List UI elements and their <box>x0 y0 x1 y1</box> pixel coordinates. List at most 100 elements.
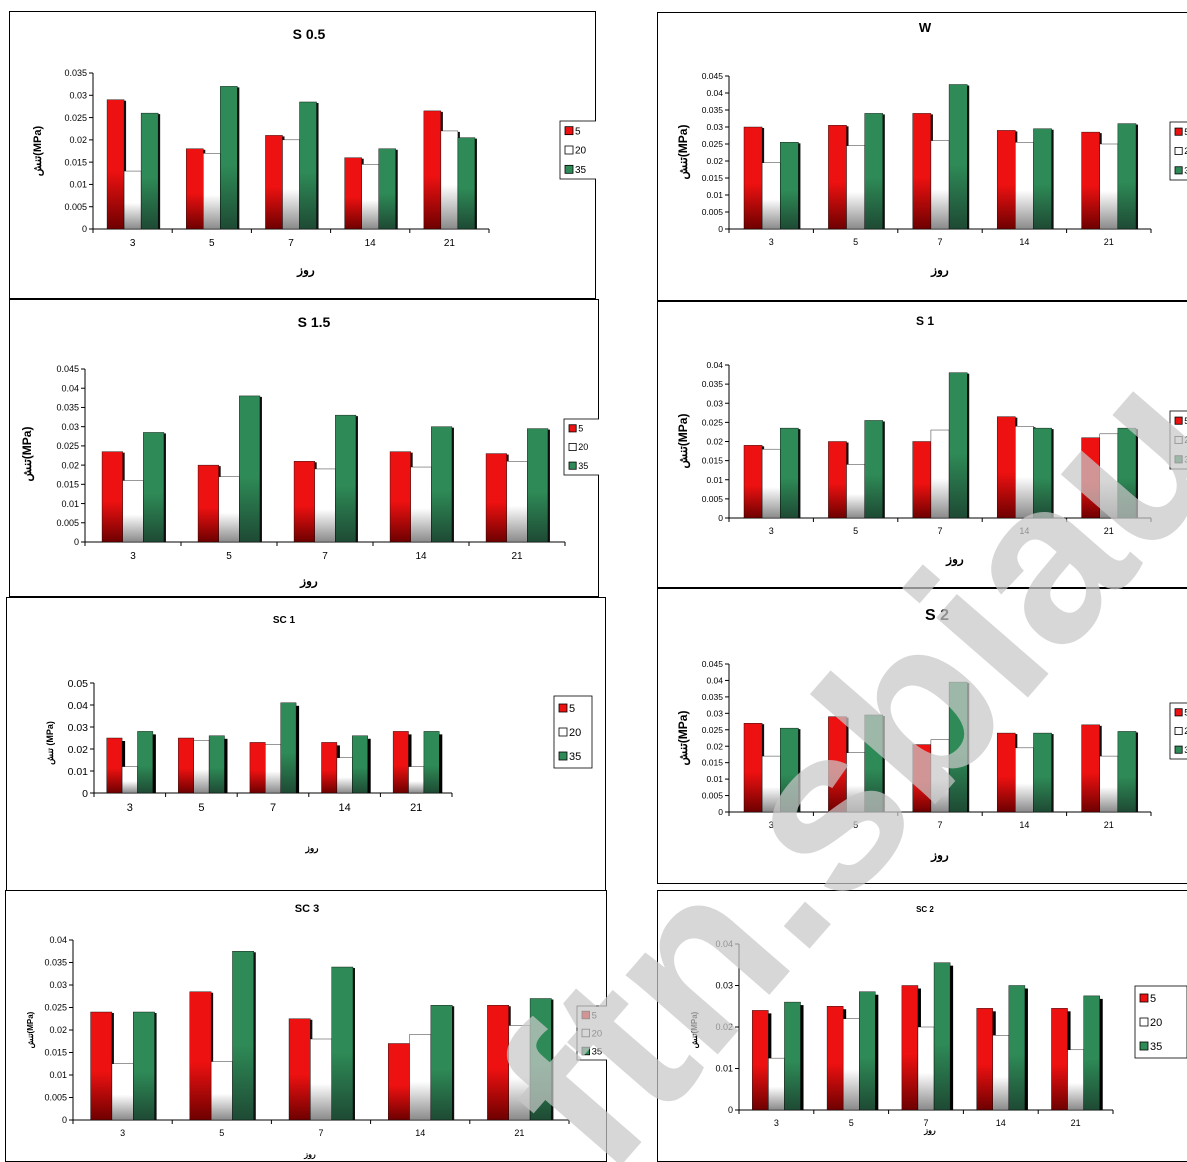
chart-svg-s1.5: S 1.5 0 0.005 0.01 0.015 0.02 0.025 0.03 0.035 0.… <box>9 299 599 597</box>
legend-swatch-5 <box>1174 708 1183 717</box>
x-tick-label: 21 <box>444 238 456 249</box>
y-tick-label: 0.02 <box>49 1025 67 1035</box>
x-axis-label: روز <box>930 263 949 278</box>
chart-title: S 1.5 <box>298 314 331 330</box>
y-tick-label: 0.025 <box>56 441 79 451</box>
bar-w-series-5-day-14 <box>996 130 1016 230</box>
bar-s1-series-20-day-5 <box>846 464 865 519</box>
chart-panel-sc1: SC 1 0 0.01 0.02 0.03 0.04 0.05 3 5 7 14 21 تنش (MPa… <box>6 597 606 892</box>
x-tick-label: 3 <box>130 238 136 249</box>
legend-label-5: 5 <box>592 1010 597 1021</box>
y-tick-label: 0.035 <box>56 403 79 413</box>
x-tick-label: 5 <box>853 526 858 536</box>
y-tick-label: 0.01 <box>68 766 89 778</box>
y-axis-label: تنش(MPa) <box>676 125 691 180</box>
x-tick-label: 21 <box>1104 820 1114 830</box>
y-tick-label: 0.005 <box>702 207 724 217</box>
x-tick-label: 21 <box>1071 1118 1081 1128</box>
y-tick-label: 0.05 <box>68 678 89 690</box>
legend-label-35: 35 <box>578 461 588 471</box>
x-tick-label: 3 <box>120 1128 125 1138</box>
bar-sc3-series-35-day-7 <box>331 966 354 1121</box>
bar-s1.5-series-5-day-3 <box>101 451 123 543</box>
chart-title: S 0.5 <box>293 26 326 42</box>
legend-label-5: 5 <box>575 126 581 137</box>
x-tick-label: 5 <box>853 237 858 247</box>
y-tick-label: 0.01 <box>706 475 723 485</box>
bar-s1-series-20-day-3 <box>761 448 781 519</box>
bar-sc3-series-5-day-7 <box>288 1018 311 1121</box>
bar-s1-series-20-day-14 <box>1015 425 1034 519</box>
y-tick-label: 0.04 <box>68 700 89 712</box>
legend-label-35: 35 <box>575 165 587 176</box>
y-tick-label: 0 <box>82 788 88 800</box>
legend-label-5: 5 <box>1184 127 1187 137</box>
bar-s1.5-series-5-day-5 <box>197 464 219 543</box>
legend-swatch-5 <box>1174 127 1183 136</box>
x-tick-label: 3 <box>774 1118 779 1128</box>
bar-s2-series-35-day-7 <box>948 681 968 813</box>
bar-sc1-series-20-day-3 <box>121 766 138 794</box>
y-tick-label: 0.015 <box>64 157 87 167</box>
y-tick-label: 0.04 <box>61 383 79 393</box>
y-tick-label: 0 <box>718 513 723 523</box>
bar-s0.5-series-20-day-7 <box>282 139 300 230</box>
y-tick-label: 0.02 <box>706 741 723 751</box>
bar-sc2-series-5-day-5 <box>826 1006 844 1111</box>
legend-swatch-35 <box>581 1046 590 1056</box>
bar-s2-series-35-day-5 <box>864 714 884 813</box>
legend-label-20: 20 <box>1184 146 1187 156</box>
bar-s0.5-series-20-day-5 <box>203 153 221 230</box>
y-tick-label: 0.03 <box>68 722 89 734</box>
legend-label-35: 35 <box>569 751 581 763</box>
x-tick-label: 7 <box>270 802 276 814</box>
bar-s2-series-20-day-5 <box>846 752 865 813</box>
bar-sc1-series-20-day-7 <box>265 744 281 794</box>
bar-s2-series-20-day-14 <box>1015 747 1034 813</box>
legend-swatch-20 <box>564 145 574 155</box>
legend-label-35: 35 <box>1184 455 1187 465</box>
bar-s1-series-35-day-5 <box>864 420 884 519</box>
x-tick-label: 21 <box>514 1128 524 1138</box>
y-tick-label: 0.015 <box>702 758 724 768</box>
bar-sc3-series-5-day-3 <box>90 1011 113 1121</box>
legend-swatch-20 <box>568 442 577 451</box>
bar-sc1-series-35-day-5 <box>208 735 225 794</box>
y-tick-label: 0.03 <box>49 980 67 990</box>
bar-s1-series-5-day-7 <box>912 441 932 519</box>
bar-sc1-series-35-day-21 <box>423 731 440 794</box>
y-tick-label: 0.03 <box>61 422 79 432</box>
legend-label-20: 20 <box>592 1028 603 1039</box>
bar-s1-series-20-day-21 <box>1099 433 1119 519</box>
legend-label-5: 5 <box>578 424 583 434</box>
bar-s2-series-5-day-5 <box>828 716 847 813</box>
bar-s1-series-20-day-7 <box>930 429 950 519</box>
bar-sc1-series-5-day-3 <box>106 737 123 794</box>
chart-border <box>657 588 1187 884</box>
bar-sc3-series-20-day-7 <box>310 1038 332 1121</box>
x-tick-label: 21 <box>511 551 523 562</box>
bar-s1-series-35-day-14 <box>1033 427 1052 519</box>
x-tick-label: 14 <box>1019 526 1029 536</box>
bar-sc2-series-20-day-7 <box>917 1026 935 1111</box>
y-tick-label: 0.02 <box>69 135 87 145</box>
bar-sc3-series-5-day-14 <box>388 1043 410 1121</box>
x-axis-label: روز <box>304 843 318 854</box>
legend-label-20: 20 <box>1184 726 1187 736</box>
bar-s1.5-series-35-day-21 <box>527 428 549 543</box>
x-axis-label: روز <box>303 1150 316 1160</box>
x-axis-label: روز <box>930 848 949 863</box>
legend-swatch-35 <box>1174 166 1183 175</box>
x-tick-label: 7 <box>937 820 942 830</box>
bar-s0.5-series-35-day-14 <box>378 148 396 230</box>
x-tick-label: 14 <box>365 238 377 249</box>
bar-w-series-35-day-14 <box>1033 128 1052 230</box>
bar-sc2-series-20-day-21 <box>1067 1049 1084 1111</box>
bar-s2-series-5-day-21 <box>1081 724 1100 813</box>
legend-label-35: 35 <box>1184 166 1187 176</box>
x-tick-label: 5 <box>209 238 215 249</box>
bar-sc2-series-35-day-21 <box>1083 995 1100 1111</box>
legend-swatch-35 <box>558 751 568 761</box>
legend-swatch-5 <box>1174 416 1183 425</box>
x-tick-label: 5 <box>853 820 858 830</box>
